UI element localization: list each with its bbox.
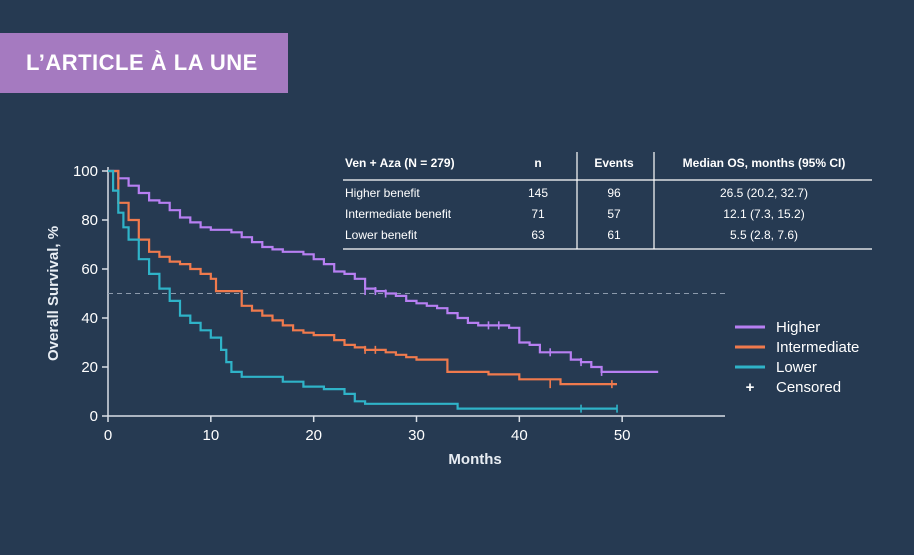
- table-cell: Higher benefit: [345, 186, 420, 200]
- curve-higher: [108, 169, 659, 373]
- y-tick-label: 60: [81, 261, 98, 278]
- table-cell: 12.1 (7.3, 15.2): [723, 207, 804, 221]
- table-cell: 145: [528, 186, 548, 200]
- banner-label: L’ARTICLE À LA UNE: [26, 50, 258, 75]
- y-tick-label: 80: [81, 212, 98, 229]
- y-tick-label: 20: [81, 359, 98, 376]
- table-cell: 26.5 (20.2, 32.7): [720, 186, 808, 200]
- y-tick-label: 0: [90, 408, 98, 425]
- median-os-table: Ven + Aza (N = 279) n Events Median OS, mon…: [340, 150, 872, 250]
- table-cell: 63: [531, 228, 545, 242]
- y-tick-label: 40: [81, 310, 98, 327]
- x-tick-label: 40: [511, 427, 528, 444]
- x-tick-label: 50: [614, 427, 631, 444]
- curve-lower: [108, 169, 617, 410]
- featured-banner: L’ARTICLE À LA UNE: [0, 33, 288, 93]
- table-header-cell: Median OS, months (95% CI): [683, 156, 846, 170]
- table-header-cell: Events: [594, 156, 634, 170]
- legend-label-lower: Lower: [776, 359, 817, 376]
- x-tick-label: 20: [305, 427, 322, 444]
- table-cell: 5.5 (2.8, 7.6): [730, 228, 798, 242]
- table-header-cell: n: [534, 156, 541, 170]
- table-background: [340, 150, 872, 250]
- x-tick-label: 0: [104, 427, 112, 444]
- legend-censored-symbol: +: [746, 379, 755, 396]
- x-axis-title: Months: [448, 451, 501, 468]
- legend-label-higher: Higher: [776, 319, 820, 336]
- table-header-cell: Ven + Aza (N = 279): [345, 156, 455, 170]
- x-tick-label: 10: [202, 427, 219, 444]
- chart-axes: 0 20 40 60 80 100 0 10 20 30 40 50 Months Overall Sur…: [45, 163, 725, 468]
- table-cell: 71: [531, 207, 545, 221]
- y-axis-title: Overall Survival, %: [45, 226, 62, 361]
- table-cell: 57: [607, 207, 621, 221]
- legend-label-intermediate: Intermediate: [776, 339, 859, 356]
- chart-curves: [108, 169, 659, 413]
- legend-label-censored: Censored: [776, 379, 841, 396]
- table-cell: 61: [607, 228, 621, 242]
- table-cell: 96: [607, 186, 621, 200]
- chart-legend: Higher Intermediate Lower + Censored: [735, 319, 859, 396]
- table-cell: Intermediate benefit: [345, 207, 452, 221]
- curve-intermediate: [108, 169, 617, 386]
- y-tick-label: 100: [73, 163, 98, 180]
- x-tick-label: 30: [408, 427, 425, 444]
- table-cell: Lower benefit: [345, 228, 418, 242]
